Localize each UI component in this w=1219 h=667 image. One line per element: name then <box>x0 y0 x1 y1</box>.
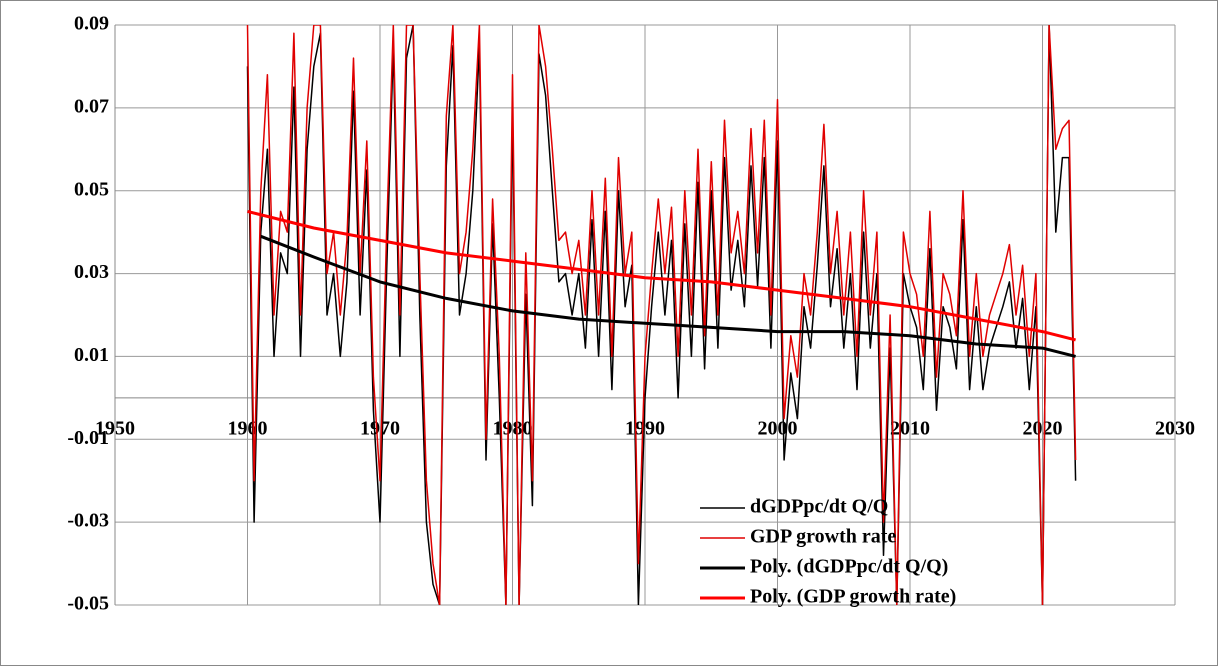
x-tick-label: 1970 <box>360 417 400 439</box>
legend-label: GDP growth rate <box>750 526 896 548</box>
y-tick-label: 0.09 <box>74 13 109 35</box>
trend-line <box>260 234 1076 358</box>
y-tick-label: -0.01 <box>67 427 109 449</box>
trend-line <box>247 209 1076 342</box>
legend-label: Poly. (GDP growth rate) <box>750 586 956 608</box>
x-tick-label: 2020 <box>1023 417 1063 439</box>
y-tick-label: 0.05 <box>74 178 109 200</box>
x-tick-label: 1980 <box>493 417 533 439</box>
legend-label: dGDPpc/dt Q/Q <box>750 496 888 518</box>
x-tick-label: 2000 <box>758 417 798 439</box>
legend: dGDPpc/dt Q/Q GDP growth rate Poly. (dGDPp… <box>700 496 956 608</box>
legend-label: Poly. (dGDPpc/dt Q/Q) <box>750 556 948 578</box>
x-tick-label: 2010 <box>890 417 930 439</box>
x-tick-label: 1960 <box>228 417 268 439</box>
x-tick-label: 2030 <box>1155 417 1195 439</box>
data-line <box>246 25 1077 605</box>
y-tick-label: -0.05 <box>67 593 109 615</box>
y-tick-label: -0.03 <box>67 510 109 532</box>
y-tick-label: 0.03 <box>74 261 109 283</box>
plot-area <box>246 25 1077 605</box>
y-tick-label: 0.07 <box>74 95 109 117</box>
y-tick-label: 0.01 <box>74 344 109 366</box>
data-line <box>246 25 1077 605</box>
